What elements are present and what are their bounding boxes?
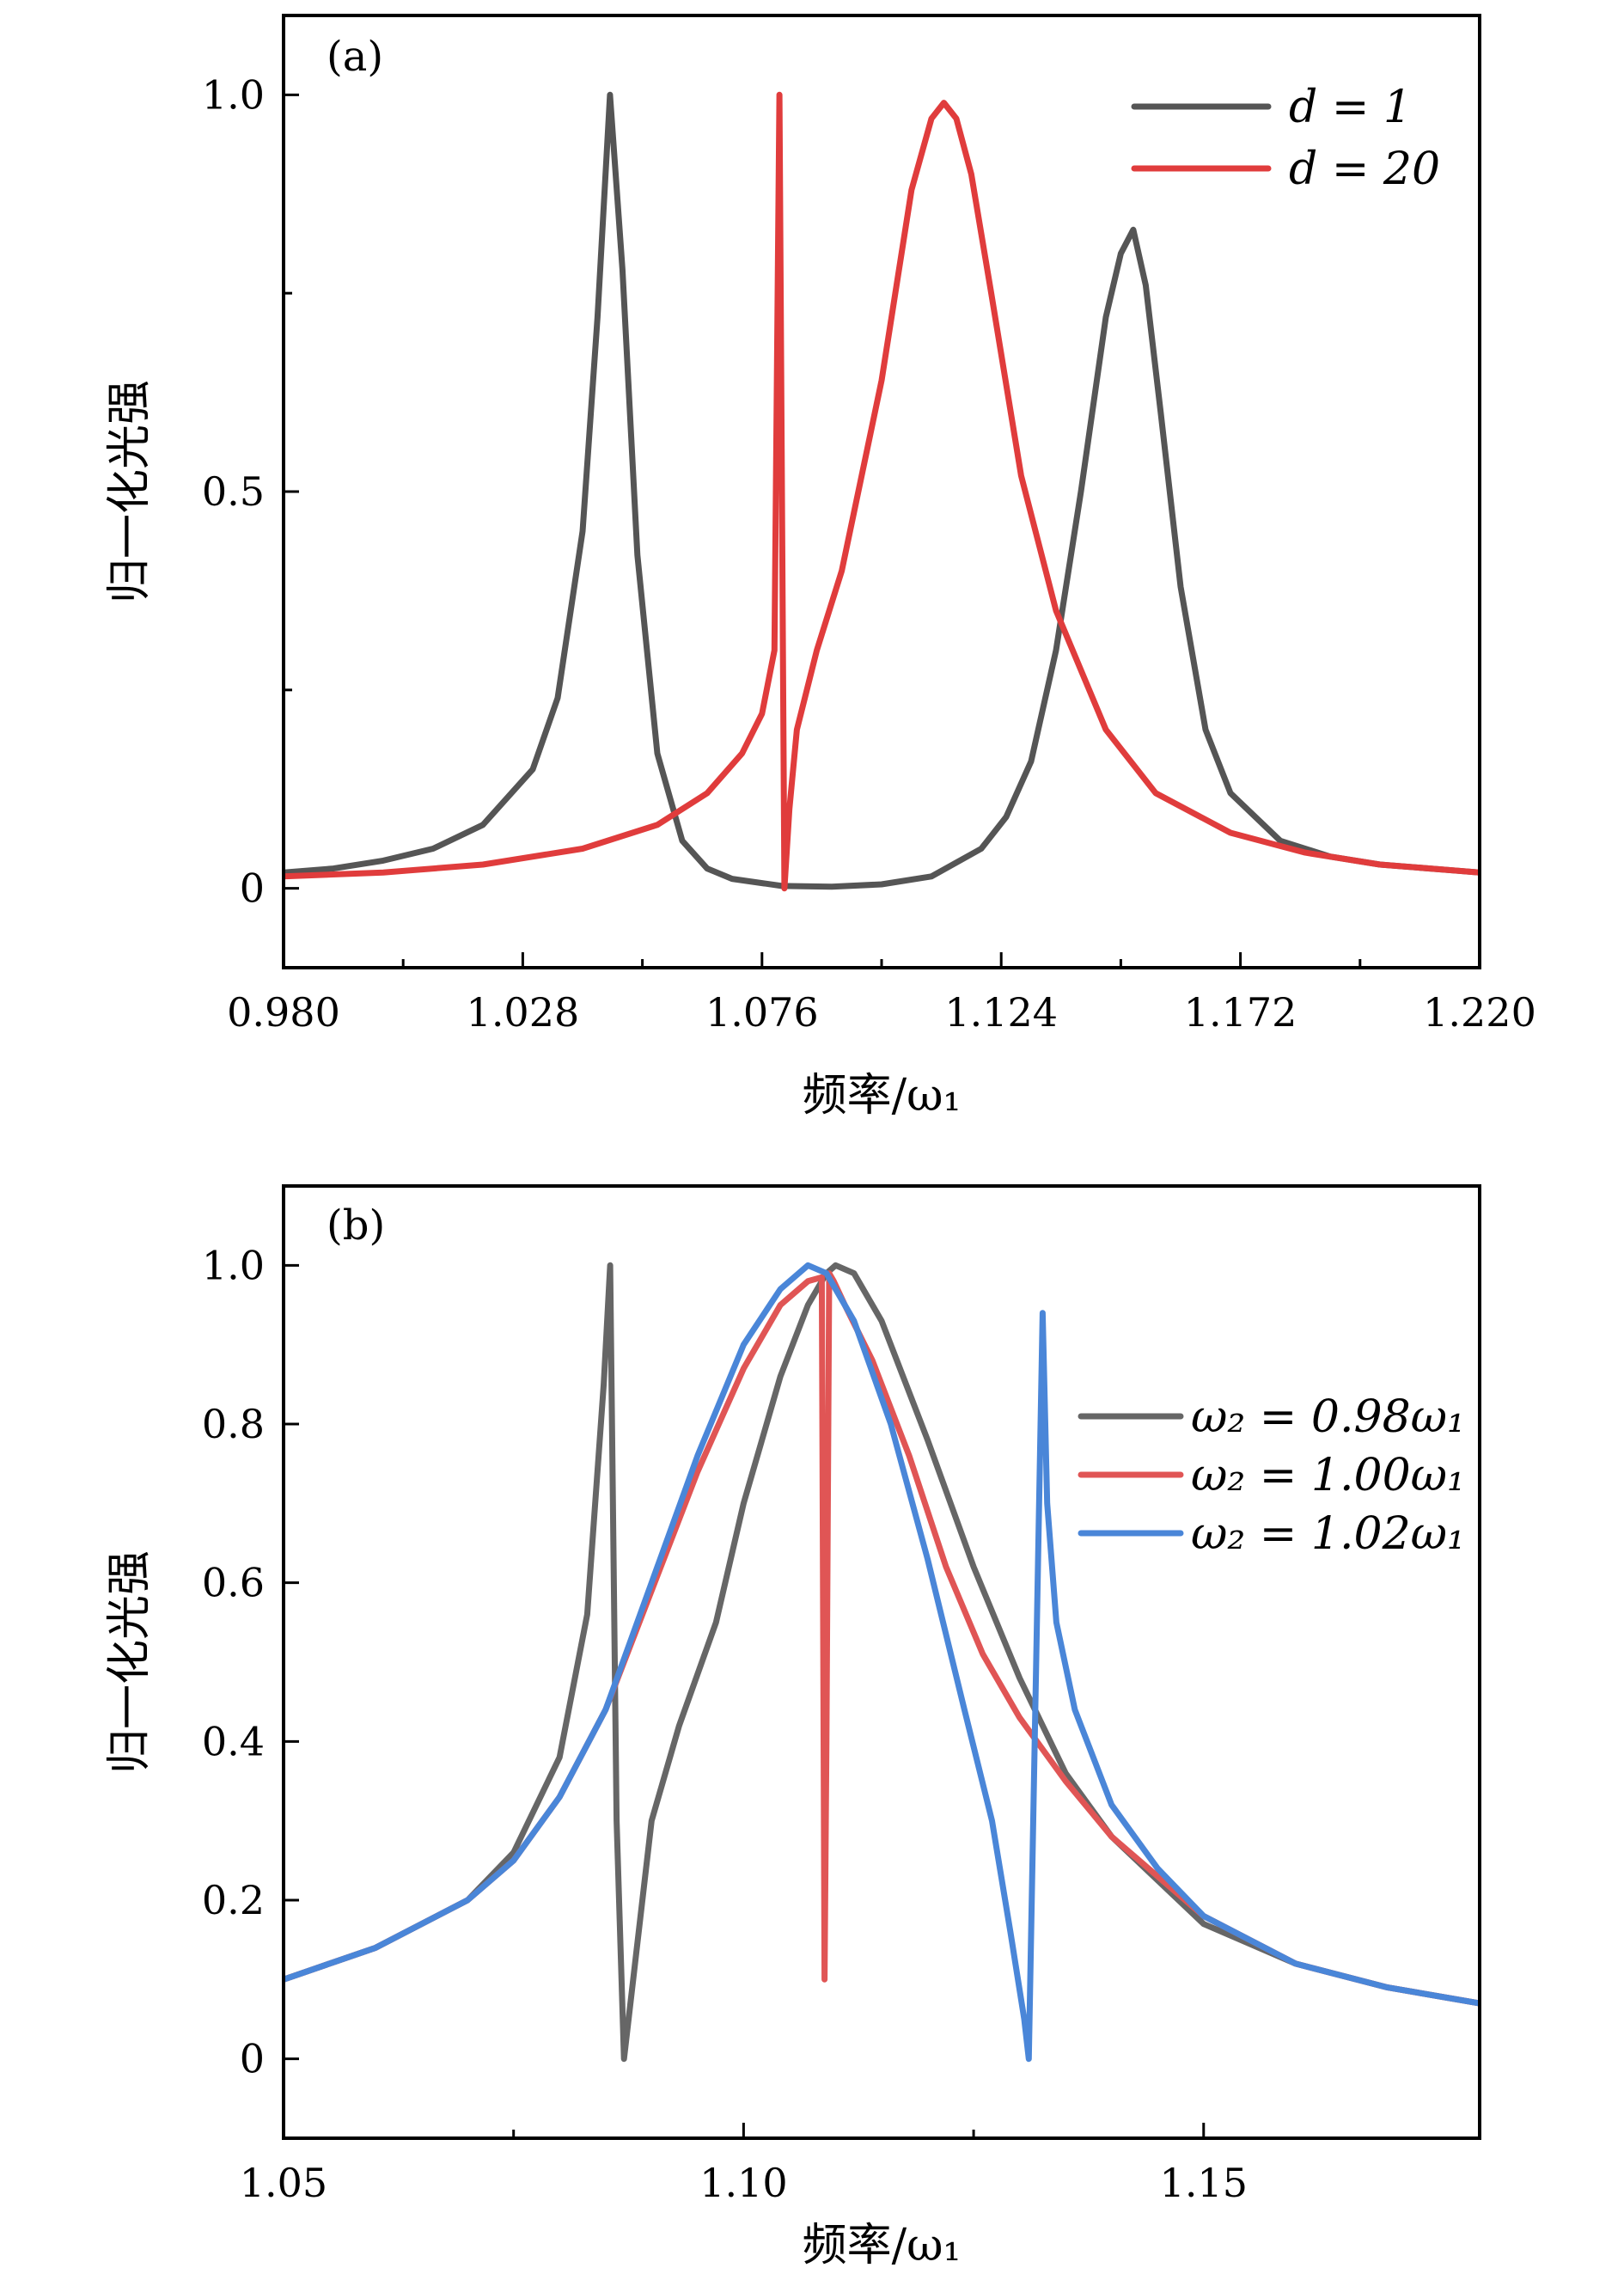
x-axis-label: 频率/ω₁ — [803, 2220, 962, 2271]
x-tick-label: 1.028 — [467, 989, 580, 1036]
legend-label-3: ω₂ = 1.02ω₁ — [1191, 1508, 1465, 1560]
legend-label-2: d = 20 — [1289, 144, 1440, 195]
legend-label-1: d = 1 — [1289, 82, 1412, 133]
y-tick-label: 0.5 — [202, 468, 265, 515]
series-line-1 — [284, 91, 1480, 890]
y-tick-label: 0.4 — [202, 1718, 265, 1764]
x-axis-label: 频率/ω₁ — [803, 1070, 962, 1122]
panel-b: 1.05 1.10 1.15 0 0.2 0.4 0.6 0.8 1.0 (b) 频率/ω₁ 归… — [104, 1184, 1481, 2271]
series-line-2 — [284, 91, 1480, 892]
legend: d = 1 d = 20 — [1131, 82, 1440, 195]
x-tick-label: 1.05 — [240, 2160, 327, 2206]
y-tick-label: 0.6 — [202, 1560, 265, 1606]
series-line-2 — [284, 1270, 1480, 2007]
legend-label-1: ω₂ = 0.98ω₁ — [1191, 1391, 1465, 1443]
y-axis-label: 归一化光强 — [104, 1550, 156, 1774]
x-tick-label: 1.10 — [699, 2160, 787, 2206]
x-tick-label: 1.172 — [1184, 989, 1297, 1036]
x-tick-label: 1.220 — [1423, 989, 1536, 1036]
panel-label: (a) — [327, 33, 383, 81]
y-axis-label: 归一化光强 — [104, 380, 156, 603]
x-tick-label: 1.15 — [1160, 2160, 1248, 2206]
y-tick-label: 0 — [240, 2036, 265, 2082]
series-line-1 — [284, 1262, 1480, 2063]
legend: ω₂ = 0.98ω₁ ω₂ = 1.00ω₁ ω₂ = 1.02ω₁ — [1078, 1391, 1465, 1560]
y-tick-label: 0.8 — [202, 1401, 265, 1447]
x-tick-label: 0.980 — [227, 989, 340, 1036]
legend-label-2: ω₂ = 1.00ω₁ — [1191, 1450, 1465, 1501]
x-tick-label: 1.124 — [944, 989, 1058, 1036]
y-tick-label: 0.2 — [202, 1877, 265, 1923]
plot-frame — [282, 14, 1481, 969]
series-line-3 — [284, 1262, 1480, 2063]
y-tick-label: 1.0 — [202, 71, 265, 118]
panel-label: (b) — [327, 1201, 385, 1250]
y-tick-label: 1.0 — [202, 1242, 265, 1288]
x-tick-label: 1.076 — [705, 989, 819, 1036]
panel-a: 0.980 1.028 1.076 1.124 1.172 1.220 0 0.5 1.0 (a… — [104, 14, 1536, 1122]
y-tick-label: 0 — [240, 865, 265, 912]
plot-frame — [282, 1184, 1481, 2140]
